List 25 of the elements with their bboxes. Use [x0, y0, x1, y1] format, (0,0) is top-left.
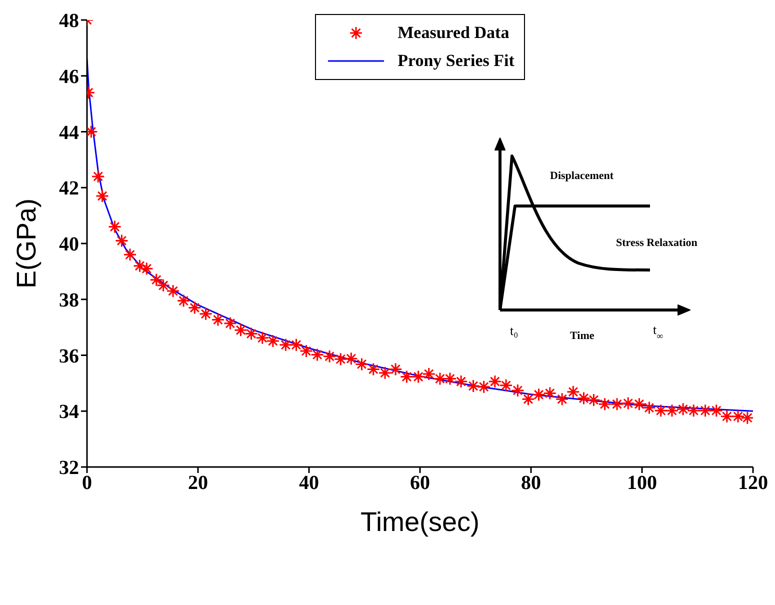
annotation: Displacement	[550, 170, 614, 182]
x-tick-label: 20	[188, 472, 208, 494]
x-tick-label: 60	[410, 472, 430, 494]
y-tick-label: 40	[59, 234, 79, 256]
y-tick-label: 34	[59, 401, 79, 424]
y-axis-title: E(GPa)	[12, 198, 42, 289]
y-tick-label: 36	[59, 345, 79, 368]
annotation: Stress Relaxation	[616, 237, 698, 249]
x-tick-label: 40	[299, 472, 319, 494]
y-tick-label: 42	[59, 178, 79, 200]
annotation: Time	[570, 330, 594, 342]
x-tick-label: 120	[738, 472, 768, 494]
x-axis-title: Time(sec)	[360, 507, 480, 537]
legend-label: Prony Series Fit	[398, 51, 514, 71]
x-tick-label: 100	[627, 472, 657, 494]
annotation: t$_{∞}$	[653, 322, 664, 341]
y-tick-label: 48	[59, 10, 79, 32]
annotation: t₀	[510, 323, 518, 338]
y-tick-label: 46	[59, 66, 79, 88]
x-tick-label: 0	[82, 472, 92, 494]
legend-label: Measured Data	[398, 23, 510, 43]
y-tick-label: 44	[59, 122, 79, 144]
y-tick-label: 38	[59, 289, 79, 312]
x-tick-label: 80	[521, 472, 541, 494]
y-tick-label: 32	[59, 457, 79, 480]
